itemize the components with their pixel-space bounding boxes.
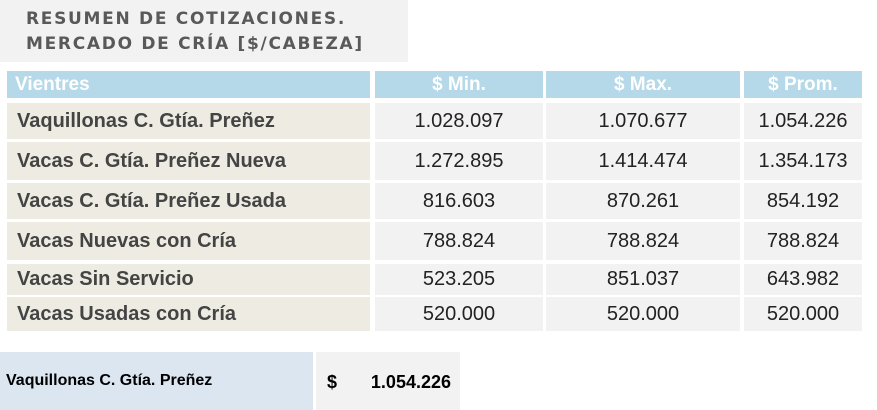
cell-min: 1.272.895 bbox=[375, 142, 543, 180]
summary-value: 1.054.226 bbox=[370, 372, 451, 392]
row-label: Vaquillonas C. Gtía. Preñez bbox=[7, 103, 370, 139]
cell-prom: 643.982 bbox=[744, 264, 862, 295]
cell-prom: 1.354.173 bbox=[744, 142, 862, 180]
row-label: Vacas Sin Servicio bbox=[7, 264, 370, 295]
cell-prom: 1.054.226 bbox=[744, 103, 862, 139]
column-header-max: $ Max. bbox=[546, 71, 740, 98]
cell-min: 1.028.097 bbox=[375, 103, 543, 139]
cell-max: 1.070.677 bbox=[546, 103, 740, 139]
summary-currency: $ bbox=[327, 372, 338, 392]
row-label: Vacas Nuevas con Cría bbox=[7, 222, 370, 260]
cell-max: 520.000 bbox=[546, 297, 740, 331]
cell-min: 523.205 bbox=[375, 264, 543, 295]
cell-max: 788.824 bbox=[546, 222, 740, 260]
cell-min: 788.824 bbox=[375, 222, 543, 260]
cell-min: 816.603 bbox=[375, 183, 543, 219]
summary-value-box: $ 1.054.226 bbox=[316, 352, 460, 410]
report-title-line-1: RESUMEN DE COTIZACIONES. bbox=[26, 9, 346, 29]
cell-max: 870.261 bbox=[546, 183, 740, 219]
column-header-prom: $ Prom. bbox=[744, 71, 862, 98]
row-label: Vacas Usadas con Cría bbox=[7, 297, 370, 331]
row-label: Vacas C. Gtía. Preñez Nueva bbox=[7, 142, 370, 180]
summary-label: Vaquillonas C. Gtía. Preñez bbox=[0, 352, 313, 410]
cell-prom: 520.000 bbox=[744, 297, 862, 331]
report-title-line-2: MERCADO DE CRÍA [$/CABEZA] bbox=[26, 34, 364, 54]
cell-max: 851.037 bbox=[546, 264, 740, 295]
cell-prom: 854.192 bbox=[744, 183, 862, 219]
cell-prom: 788.824 bbox=[744, 222, 862, 260]
row-label: Vacas C. Gtía. Preñez Usada bbox=[7, 183, 370, 219]
column-header-min: $ Min. bbox=[375, 71, 543, 98]
column-header-vientres: Vientres bbox=[7, 71, 370, 98]
cell-max: 1.414.474 bbox=[546, 142, 740, 180]
report-title: RESUMEN DE COTIZACIONES. MERCADO DE CRÍA… bbox=[0, 0, 408, 62]
cell-min: 520.000 bbox=[375, 297, 543, 331]
